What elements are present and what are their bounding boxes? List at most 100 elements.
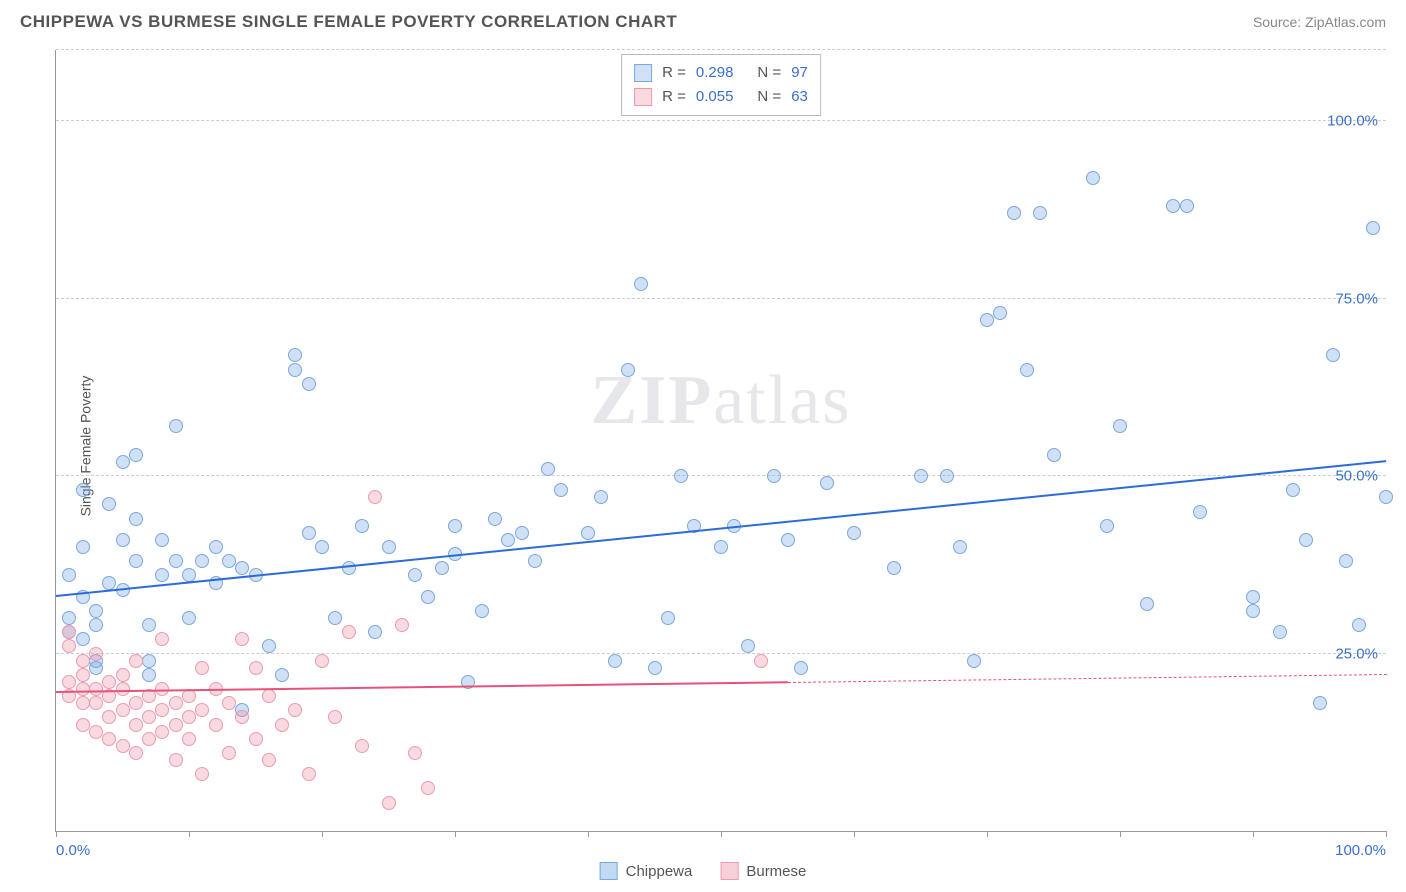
y-tick-label: 50.0% xyxy=(1335,468,1378,485)
data-point xyxy=(1100,519,1114,533)
data-point xyxy=(674,469,688,483)
data-point xyxy=(89,682,103,696)
data-point xyxy=(182,732,196,746)
data-point xyxy=(275,668,289,682)
data-point xyxy=(302,377,316,391)
data-point xyxy=(408,568,422,582)
data-point xyxy=(142,654,156,668)
data-point xyxy=(62,568,76,582)
trend-line xyxy=(787,674,1386,683)
gridline xyxy=(56,475,1386,476)
data-point xyxy=(142,732,156,746)
data-point xyxy=(62,639,76,653)
legend-swatch xyxy=(600,862,618,880)
legend-item: Burmese xyxy=(720,862,806,880)
data-point xyxy=(169,718,183,732)
data-point xyxy=(62,611,76,625)
data-point xyxy=(116,533,130,547)
data-point xyxy=(262,639,276,653)
data-point xyxy=(169,753,183,767)
legend-swatch xyxy=(634,88,652,106)
data-point xyxy=(594,490,608,504)
data-point xyxy=(940,469,954,483)
data-point xyxy=(222,696,236,710)
data-point xyxy=(1140,597,1154,611)
data-point xyxy=(382,796,396,810)
data-point xyxy=(342,561,356,575)
x-tick xyxy=(1253,831,1254,837)
data-point xyxy=(129,718,143,732)
data-point xyxy=(1180,199,1194,213)
data-point xyxy=(767,469,781,483)
data-point xyxy=(515,526,529,540)
data-point xyxy=(1339,554,1353,568)
data-point xyxy=(1020,363,1034,377)
data-point xyxy=(435,561,449,575)
r-value: 0.055 xyxy=(696,85,734,109)
x-tick xyxy=(56,831,57,837)
data-point xyxy=(714,540,728,554)
data-point xyxy=(89,604,103,618)
data-point xyxy=(76,632,90,646)
data-point xyxy=(89,696,103,710)
data-point xyxy=(355,519,369,533)
data-point xyxy=(129,746,143,760)
data-point xyxy=(1086,171,1100,185)
data-point xyxy=(1299,533,1313,547)
data-point xyxy=(1033,206,1047,220)
legend-item: Chippewa xyxy=(600,862,693,880)
data-point xyxy=(155,568,169,582)
x-tick xyxy=(854,831,855,837)
x-tick-label: 100.0% xyxy=(1335,842,1386,859)
data-point xyxy=(195,767,209,781)
source-link[interactable]: ZipAtlas.com xyxy=(1305,14,1386,30)
data-point xyxy=(754,654,768,668)
data-point xyxy=(608,654,622,668)
x-tick-label: 0.0% xyxy=(56,842,90,859)
data-point xyxy=(288,348,302,362)
data-point xyxy=(421,781,435,795)
legend-stat-row: R =0.298N =97 xyxy=(634,61,808,85)
data-point xyxy=(288,703,302,717)
n-label: N = xyxy=(757,85,781,109)
x-tick xyxy=(455,831,456,837)
data-point xyxy=(155,533,169,547)
data-point xyxy=(275,718,289,732)
data-point xyxy=(820,476,834,490)
x-tick xyxy=(721,831,722,837)
data-point xyxy=(76,696,90,710)
data-point xyxy=(634,277,648,291)
data-point xyxy=(288,363,302,377)
data-point xyxy=(1007,206,1021,220)
data-point xyxy=(315,654,329,668)
n-label: N = xyxy=(757,61,781,85)
data-point xyxy=(249,661,263,675)
x-tick xyxy=(987,831,988,837)
data-point xyxy=(76,682,90,696)
data-point xyxy=(76,540,90,554)
data-point xyxy=(89,661,103,675)
legend-label: Chippewa xyxy=(626,863,693,880)
gridline xyxy=(56,120,1386,121)
data-point xyxy=(1246,590,1260,604)
data-point xyxy=(235,710,249,724)
data-point xyxy=(355,739,369,753)
data-point xyxy=(62,625,76,639)
data-point xyxy=(315,540,329,554)
data-point xyxy=(222,746,236,760)
data-point xyxy=(102,497,116,511)
n-value: 63 xyxy=(791,85,808,109)
y-tick-label: 100.0% xyxy=(1327,113,1378,130)
data-point xyxy=(262,753,276,767)
data-point xyxy=(541,462,555,476)
data-point xyxy=(102,732,116,746)
data-point xyxy=(76,654,90,668)
data-point xyxy=(1379,490,1393,504)
data-point xyxy=(1047,448,1061,462)
data-point xyxy=(129,554,143,568)
data-point xyxy=(781,533,795,547)
data-point xyxy=(116,739,130,753)
legend-label: Burmese xyxy=(746,863,806,880)
data-point xyxy=(1193,505,1207,519)
r-label: R = xyxy=(662,85,686,109)
